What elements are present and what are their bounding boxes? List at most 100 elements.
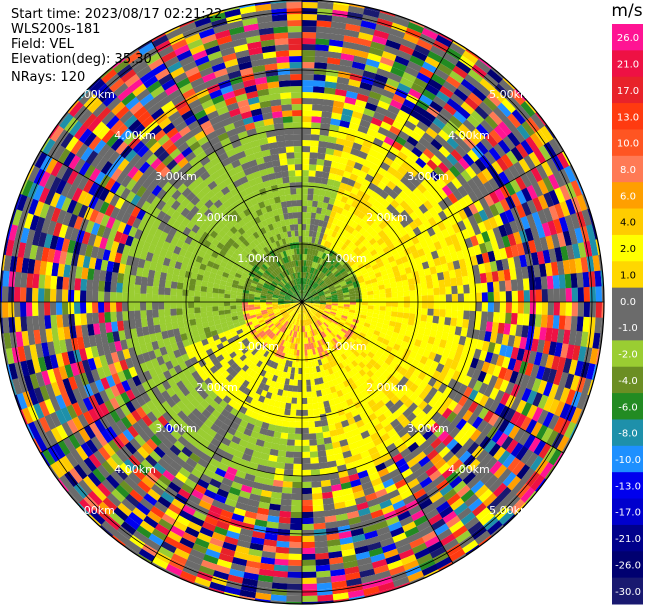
range-gate [336,464,347,473]
range-gate [562,358,572,374]
range-gate [494,402,506,417]
range-gate [326,63,340,71]
range-gate [191,329,200,338]
range-gate [256,414,265,422]
range-gate [308,230,314,237]
range-gate [412,467,426,479]
range-gate [445,75,461,89]
range-gate [226,492,239,502]
range-gate [102,249,111,261]
range-gate [291,305,298,310]
range-gate [248,296,255,300]
range-gate [304,355,309,362]
range-gate [419,254,428,264]
range-gate [361,305,368,309]
range-gate [233,449,244,459]
range-gate [212,570,229,581]
range-gate [285,315,291,321]
range-gate [284,305,291,308]
range-gate [233,373,242,382]
range-gate [260,299,267,302]
range-gate [233,475,245,485]
range-gate [419,239,429,249]
range-gate [281,311,288,317]
range-gate [335,313,342,318]
range-gate [387,166,398,176]
range-gate [312,249,316,256]
range-gate [287,329,292,336]
range-gate [362,249,370,257]
range-gate [383,278,391,285]
range-gate [346,84,360,94]
range-gate [453,502,469,516]
range-gate [146,378,157,389]
range-gate [369,337,377,345]
range-gate [302,313,304,320]
range-gate [462,398,474,410]
range-gate [286,316,292,322]
range-gate [436,346,445,356]
range-gate [313,304,320,307]
range-gate [256,374,264,383]
range-gate [432,315,440,324]
range-gate [139,520,155,534]
range-gate [200,452,212,464]
range-gate [132,530,149,544]
range-gate [119,359,129,371]
range-gate [21,179,34,197]
range-gate [302,170,309,177]
range-gate [323,330,329,336]
range-gate [509,498,525,515]
range-gate [387,325,395,332]
range-gate [184,478,197,490]
range-gate [280,352,286,360]
range-gate [548,449,562,466]
range-gate [329,39,344,48]
range-gate [340,282,347,287]
range-gate [582,316,590,333]
range-gate [222,503,236,514]
range-gate [93,323,101,335]
range-gate [323,289,330,294]
range-gate [26,301,33,317]
range-gate [361,295,368,299]
range-gate [320,479,332,487]
range-gate [211,531,226,542]
range-gate [319,294,326,298]
range-gate [483,194,495,207]
range-gate [516,278,524,291]
range-gate [559,184,571,202]
range-gate [467,132,481,146]
range-gate [383,423,394,433]
range-gate [347,11,364,21]
range-gate [456,106,471,120]
range-gate [504,246,514,259]
range-gate [306,385,312,392]
range-gate [294,325,297,332]
range-gate [93,449,107,465]
range-gate [301,415,309,422]
range-gate [266,292,273,296]
range-gate [308,182,315,189]
range-gate [306,254,310,261]
range-gate [312,255,317,263]
range-gate [315,328,320,335]
range-gate [305,230,310,237]
range-gate [437,393,448,405]
range-gate [475,507,491,522]
range-gate [377,318,385,324]
range-gate [392,16,410,28]
range-gate [313,516,326,524]
range-gate [437,188,448,200]
range-gate [330,574,347,583]
range-gate [134,284,141,294]
range-gate [366,466,378,476]
range-gate [253,351,261,358]
range-gate [312,366,317,374]
range-gate [447,243,457,254]
range-gate [360,288,368,293]
range-gate [11,346,21,364]
range-gate [302,308,304,314]
range-gate [414,256,422,265]
range-gate [423,328,432,337]
